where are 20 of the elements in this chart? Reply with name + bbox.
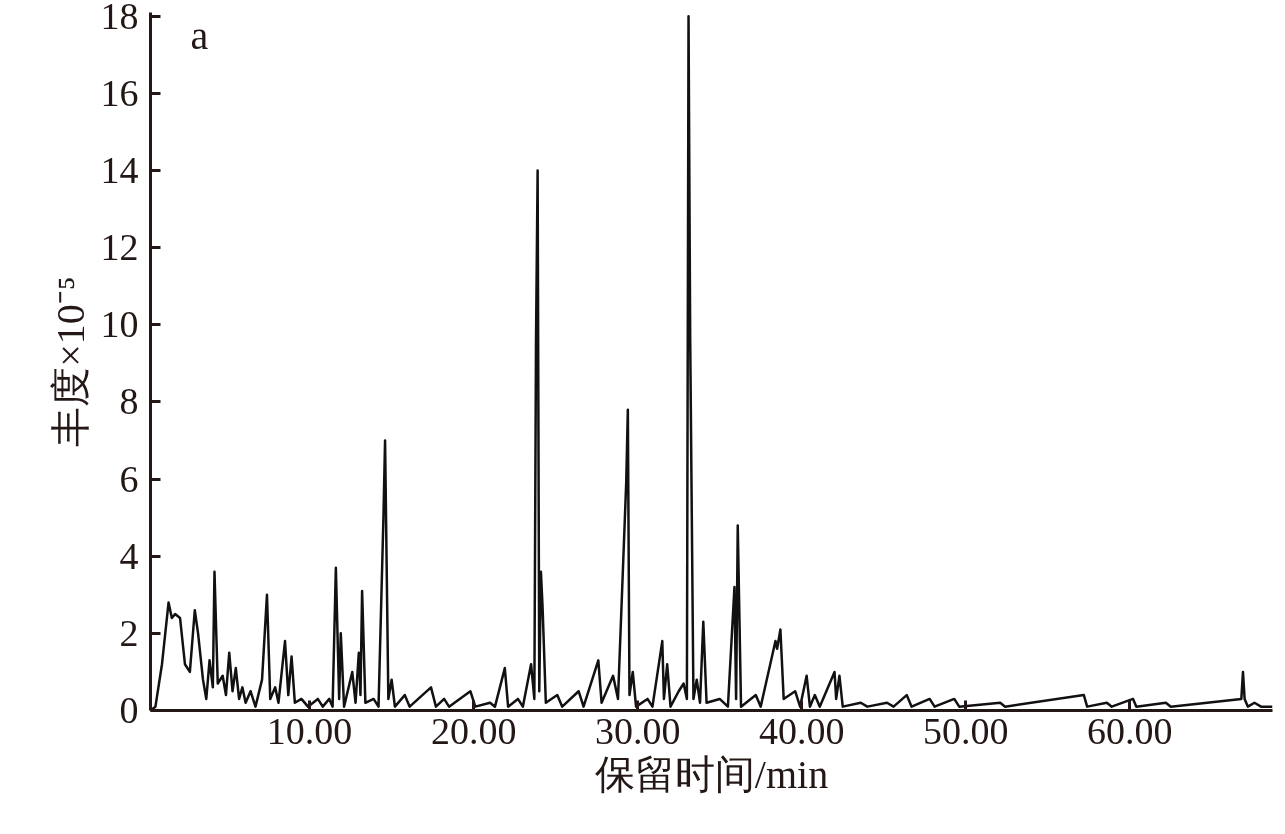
y-tick-label: 0	[119, 689, 139, 731]
x-tick-label: 10.00	[266, 709, 353, 752]
y-tick-label: 14	[100, 149, 139, 192]
line-series	[150, 15, 1273, 711]
y-tick-label: 2	[119, 611, 139, 654]
y-tick-label: 6	[119, 457, 139, 500]
y-axis-title: 丰度×10⁻⁵	[47, 276, 93, 447]
annotation: a	[190, 12, 209, 58]
x-tick-label: 30.00	[594, 709, 681, 752]
y-tick-label: 18	[100, 0, 139, 37]
x-tick-label: 40.00	[758, 709, 845, 752]
x-tick-label: 60.00	[1087, 709, 1173, 752]
y-tick-label: 10	[100, 303, 139, 346]
y-tick-label: 8	[119, 380, 139, 423]
x-tick-label: 20.00	[430, 709, 517, 752]
y-tick-label: 16	[100, 71, 139, 114]
x-tick-label: 50.00	[923, 709, 1009, 752]
y-tick-label: 4	[119, 534, 139, 577]
x-axis-title: 保留时间/min	[594, 751, 829, 797]
y-tick-label: 12	[100, 226, 139, 269]
